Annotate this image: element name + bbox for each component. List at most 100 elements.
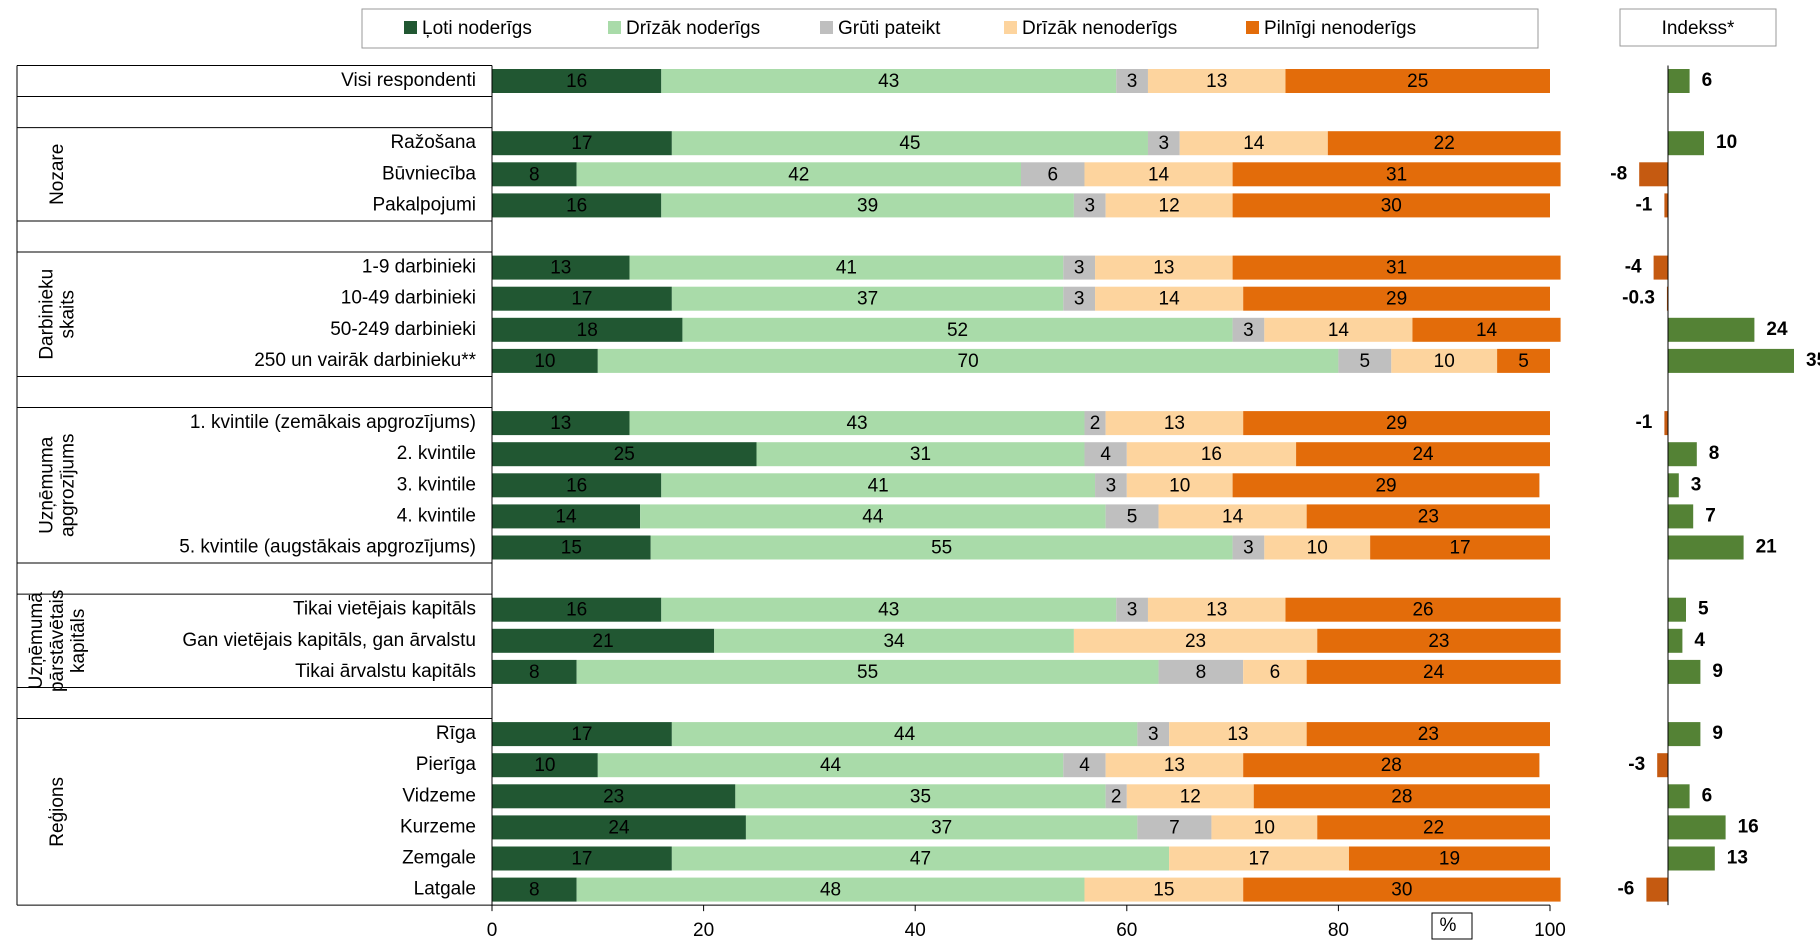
bar-value-label: 24 [1423,662,1445,683]
category-label: Tikai ārvalstu kapitāls [295,661,476,682]
bar-value-label: 55 [857,662,878,683]
bar-value-label: 4 [1100,444,1111,465]
group-label: Uzņēmuma [37,436,58,534]
bar-segment [1243,753,1540,778]
bar-segment [1317,815,1550,840]
bar-value-label: 3 [1159,133,1170,154]
bar-value-label: 39 [857,195,878,216]
index-value-label: 9 [1712,723,1723,744]
bar-value-label: 52 [947,320,968,341]
legend-swatch [404,21,417,34]
bar-value-label: 13 [550,413,571,434]
bar-value-label: 45 [899,133,920,154]
category-label: Kurzeme [400,816,476,837]
bar-value-label: 13 [1227,724,1248,745]
bar-segment [640,504,1106,529]
category-label: 2. kvintile [397,443,476,464]
bar-segment [1306,504,1550,529]
bar-value-label: 23 [1418,724,1439,745]
bar-segment [1232,193,1550,218]
bar-segment [1370,535,1550,560]
index-title-box [1619,8,1777,47]
index-value-label: -0.3 [1622,288,1655,309]
category-label: 50-249 darbinieki [330,319,476,340]
index-value-label: 24 [1766,319,1788,340]
bar-value-label: 5 [1360,351,1371,372]
index-value-label: 6 [1702,70,1713,91]
bar-value-label: 6 [1047,164,1058,185]
bar-segment [1296,442,1550,467]
bar-segment [1116,69,1148,93]
x-label-box [1431,912,1473,940]
legend-swatch [608,21,621,34]
bar-segment [745,815,1138,840]
bar-value-label: 23 [1418,506,1439,527]
bar-value-label: 28 [1381,755,1402,776]
bar-segment [1116,597,1148,622]
bar-value-label: 8 [529,164,540,185]
bar-segment [1095,255,1233,280]
bar-value-label: 14 [1222,506,1244,527]
bar-value-label: 28 [1391,786,1412,807]
bar-value-label: 14 [1243,133,1265,154]
bar-value-label: 23 [1428,631,1449,652]
bar-value-label: 37 [857,289,878,310]
bar-segment [1063,255,1096,280]
index-bar [1668,317,1755,342]
bar-segment [1095,286,1244,311]
category-label: Gan vietējais kapitāls, gan ārvalstu [182,630,476,651]
bar-value-label: 44 [820,755,842,776]
legend-label: Grūti pateikt [838,18,941,39]
bar-segment [1137,722,1170,747]
index-bar [1664,193,1668,218]
index-bar [1639,162,1668,187]
index-bar [1664,411,1668,436]
bar-value-label: 43 [878,71,899,92]
bar-segment [1497,348,1550,373]
bar-segment [1317,628,1561,653]
index-bar [1668,722,1701,747]
bar-value-label: 3 [1243,538,1254,559]
bar-segment [597,753,1064,778]
bar-segment [1169,722,1307,747]
bar-value-label: 29 [1386,413,1407,434]
bar-value-label: 14 [1159,289,1181,310]
bar-value-label: 42 [788,164,809,185]
category-label: Ražošana [390,132,476,153]
bar-segment [1285,597,1561,622]
bar-value-label: 43 [878,600,899,621]
category-label: Būvniecība [382,163,476,184]
bar-segment [576,877,1085,902]
index-bar [1668,473,1679,498]
bar-segment [492,317,683,342]
bar-segment [597,348,1339,373]
bar-value-label: 24 [608,817,630,838]
index-value-label: 6 [1702,785,1713,806]
index-bar [1666,286,1668,311]
bar-segment [492,411,630,436]
bar-value-label: 13 [1164,755,1185,776]
bar-segment [492,473,662,498]
bar-segment [1063,753,1106,778]
x-tick-label: 100 [1534,920,1566,941]
bar-segment [492,162,577,187]
bar-value-label: 25 [614,444,635,465]
index-bar [1668,348,1794,373]
bar-segment [1264,535,1371,560]
bar-value-label: 13 [1206,71,1227,92]
bar-segment [671,286,1064,311]
bar-segment [671,722,1138,747]
bar-value-label: 8 [529,880,540,901]
bar-value-label: 37 [931,817,952,838]
bar-segment [1084,162,1233,187]
group-label: Darbinieku [37,269,58,360]
bar-segment [1105,411,1244,436]
index-value-label: 7 [1705,505,1716,526]
bar-segment [1126,784,1254,809]
bar-value-label: 3 [1074,289,1085,310]
bar-segment [492,131,672,156]
bar-segment [1073,193,1106,218]
bar-segment [1232,473,1540,498]
bar-value-label: 3 [1106,475,1117,496]
